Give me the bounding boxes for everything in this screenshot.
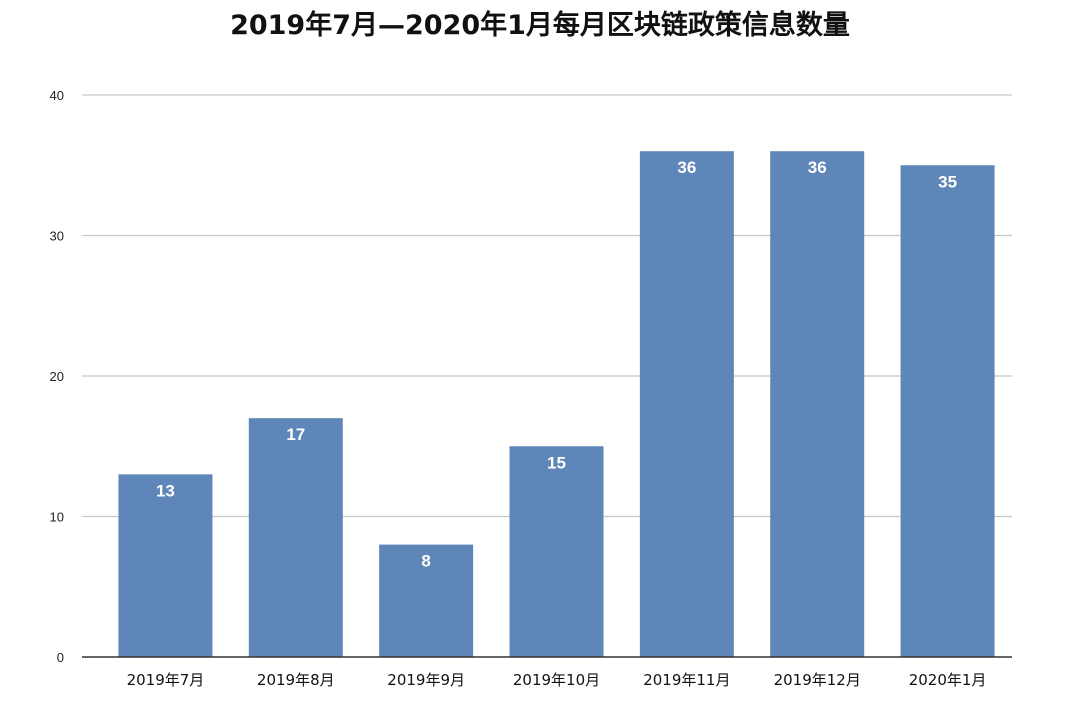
bars [118, 151, 995, 657]
data-labels: 13 17 8 15 36 36 35 [156, 158, 957, 570]
x-tick-label: 2019年11月 [643, 671, 730, 689]
x-tick-label: 2019年7月 [127, 671, 205, 689]
bar-value-label: 35 [938, 172, 957, 191]
y-tick-label: 30 [50, 229, 64, 244]
bar [770, 151, 865, 657]
x-tick-label: 2019年9月 [387, 671, 465, 689]
bar [639, 151, 734, 657]
chart-title: 2019年7月—2020年1月每月区块链政策信息数量 [230, 10, 850, 41]
bar-value-label: 8 [421, 552, 430, 571]
x-tick-label: 2019年8月 [257, 671, 335, 689]
bar-value-label: 13 [156, 481, 175, 500]
bar [379, 544, 474, 657]
y-tick-label: 40 [50, 88, 64, 103]
bar-value-label: 15 [547, 453, 566, 472]
bar [900, 165, 995, 657]
y-axis-ticks: 0 10 20 30 40 [50, 88, 64, 665]
y-tick-label: 0 [57, 650, 64, 665]
bar [509, 446, 604, 657]
bar [118, 474, 213, 657]
bar-value-label: 36 [808, 158, 827, 177]
bar-value-label: 17 [286, 425, 305, 444]
y-tick-label: 20 [50, 369, 64, 384]
y-tick-label: 10 [50, 510, 64, 525]
bar-value-label: 36 [677, 158, 696, 177]
x-axis-ticks: 2019年7月 2019年8月 2019年9月 2019年10月 2019年11月 201… [127, 671, 987, 689]
x-tick-label: 2019年10月 [513, 671, 600, 689]
x-tick-label: 2020年1月 [909, 671, 987, 689]
x-tick-label: 2019年12月 [774, 671, 861, 689]
bar [248, 418, 343, 657]
